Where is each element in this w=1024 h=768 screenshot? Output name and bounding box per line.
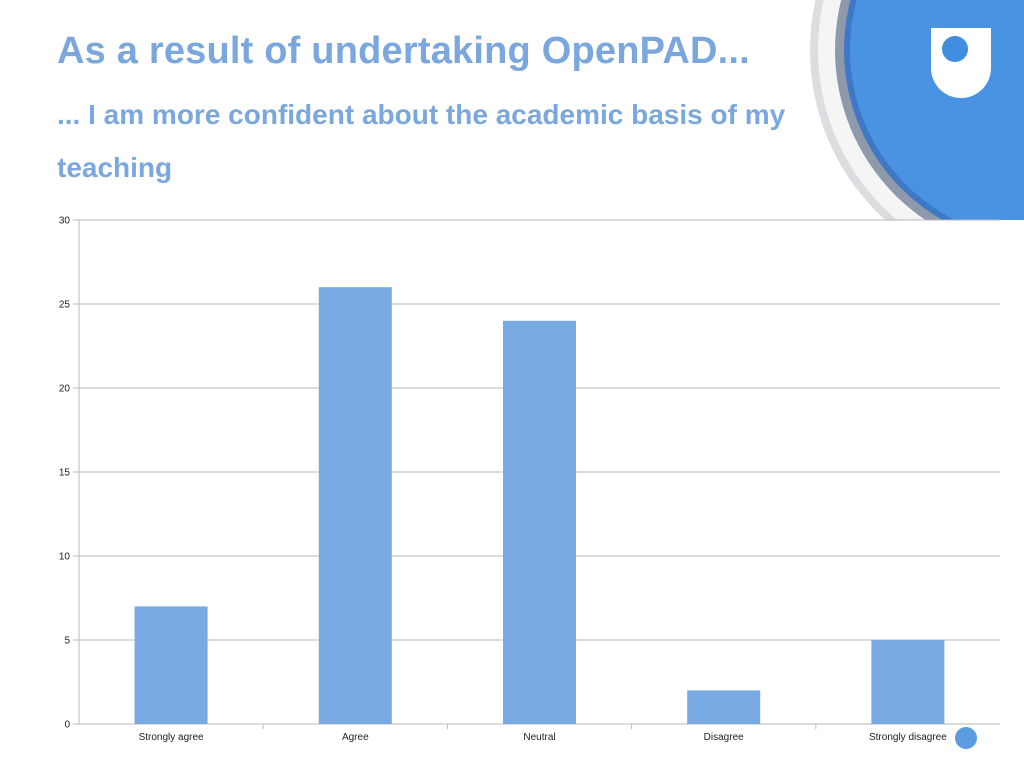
y-tick-label: 0	[64, 720, 70, 731]
y-tick-label: 30	[59, 216, 71, 227]
bar	[134, 606, 208, 724]
slide-title: As a result of undertaking OpenPAD...	[57, 30, 750, 72]
bar	[503, 320, 576, 724]
x-tick-label: Agree	[342, 732, 369, 743]
bar	[687, 690, 761, 724]
x-tick-label: Strongly disagree	[869, 732, 947, 743]
y-tick-label: 15	[59, 468, 71, 479]
bar	[318, 287, 392, 724]
slide-subtitle: ... I am more confident about the academ…	[57, 99, 786, 183]
x-tick-label: Strongly agree	[139, 732, 204, 743]
bar	[871, 640, 945, 724]
y-tick-label: 10	[59, 552, 71, 563]
y-tick-label: 25	[59, 300, 71, 311]
y-tick-label: 20	[59, 384, 71, 395]
x-tick-label: Disagree	[704, 732, 744, 743]
x-tick-label: Neutral	[523, 732, 555, 743]
y-tick-label: 5	[64, 636, 70, 647]
corner-dot	[955, 727, 977, 749]
